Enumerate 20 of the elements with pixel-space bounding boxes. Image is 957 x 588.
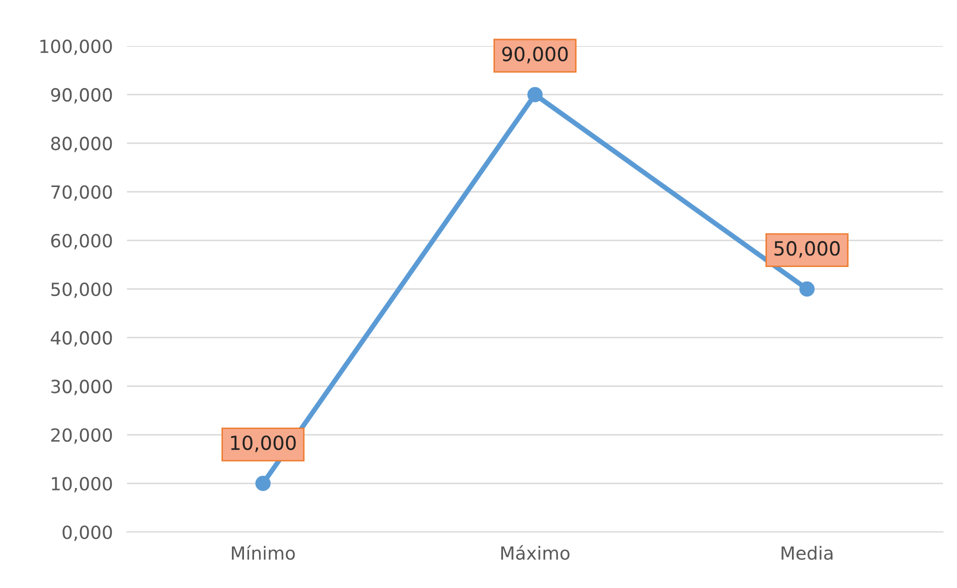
y-tick-label: 70,000 [51, 185, 112, 201]
point [527, 86, 543, 102]
y-tick-label: 20,000 [51, 428, 112, 444]
x-tick-label: Máximo [501, 545, 570, 560]
y-tick-label: 40,000 [50, 331, 112, 347]
point [255, 476, 271, 492]
x-tick-label: Media [782, 546, 832, 560]
x-tick-label: Mínimo [232, 545, 295, 560]
y-tick-label: 90,000 [51, 88, 112, 104]
y-tick-label: 80,000 [51, 136, 112, 152]
y-tick-label: 0,000 [62, 525, 112, 541]
y-tick-label: 50,000 [51, 282, 112, 298]
data-label: 90,000 [502, 46, 568, 64]
y-tick-label: 30,000 [51, 380, 112, 396]
point [799, 281, 815, 297]
y-tick-label: 10,000 [52, 476, 112, 492]
y-tick-label: 100,000 [40, 39, 112, 55]
y-tick-label: 60,000 [51, 234, 112, 250]
data-label: 50,000 [774, 241, 840, 258]
data-label: 10,000 [231, 435, 296, 452]
